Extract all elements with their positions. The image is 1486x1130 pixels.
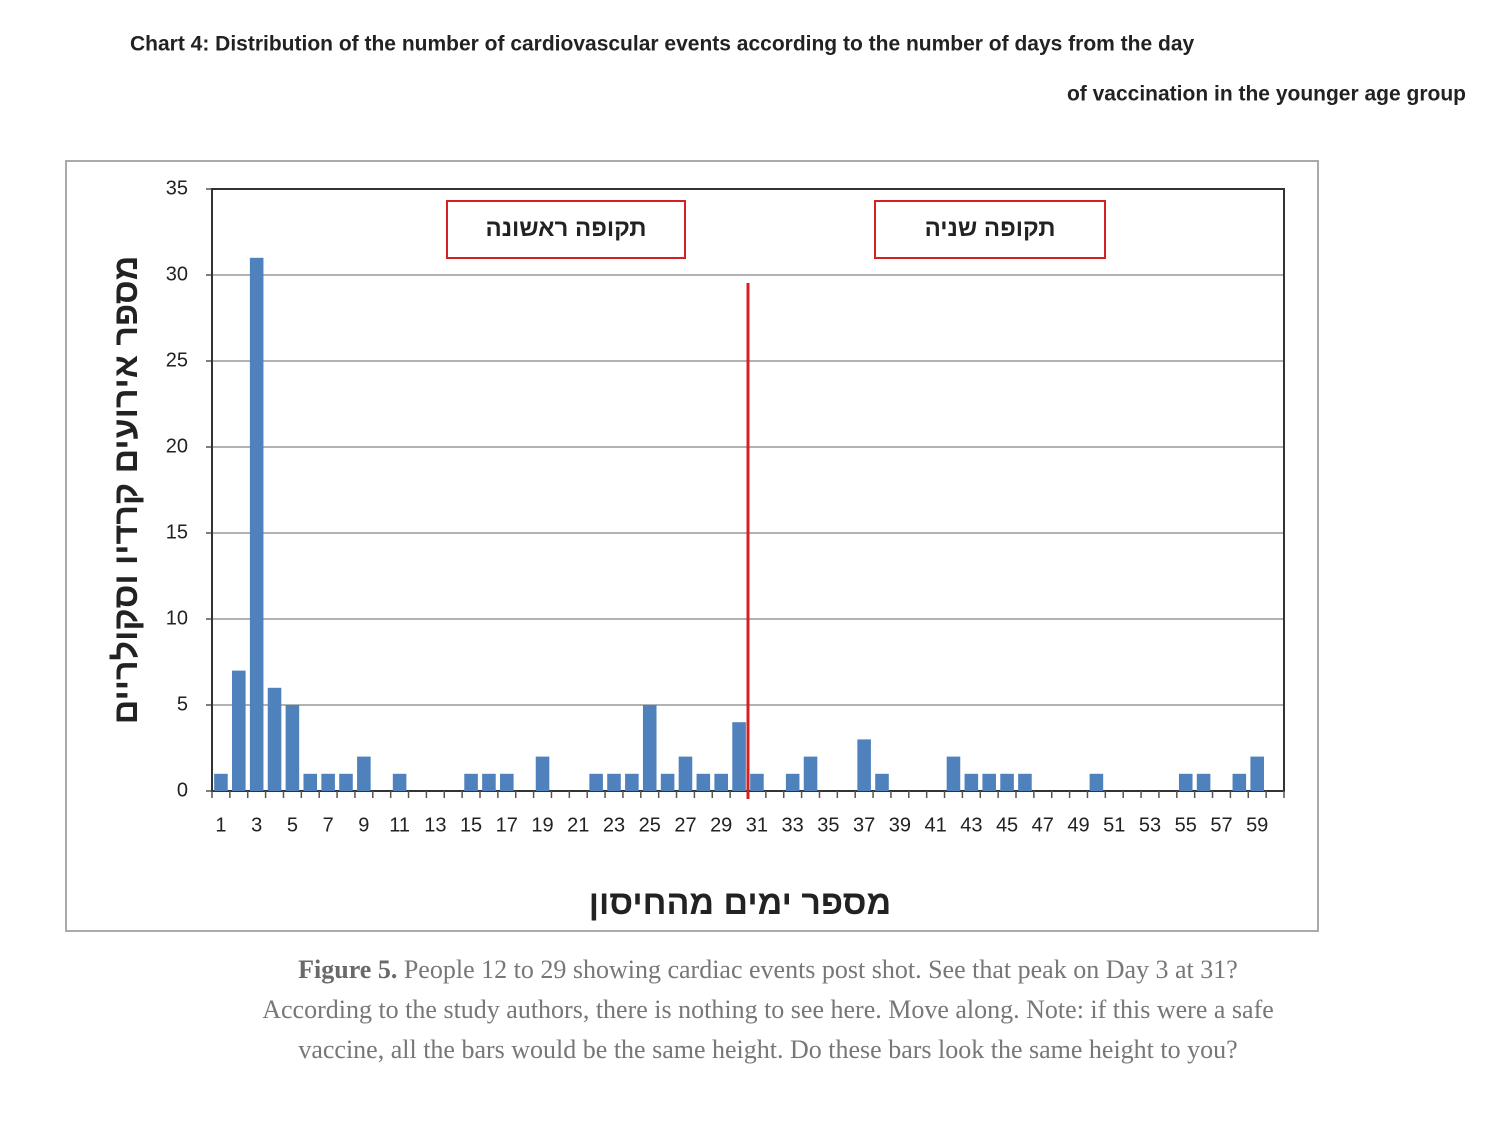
x-tick-label: 57 xyxy=(1210,814,1232,836)
bar xyxy=(714,773,728,791)
bar xyxy=(875,773,889,791)
x-tick-label: 15 xyxy=(460,814,482,836)
x-tick-label: 5 xyxy=(287,814,298,836)
bar xyxy=(1000,773,1014,791)
bar xyxy=(1089,773,1104,791)
x-tick-label: 53 xyxy=(1139,814,1161,836)
x-tick-label: 23 xyxy=(603,814,625,836)
x-tick-label: 31 xyxy=(746,814,768,836)
x-tick-label: 55 xyxy=(1175,814,1197,836)
bar xyxy=(1018,773,1032,791)
bar xyxy=(321,773,335,791)
x-tick-label: 9 xyxy=(358,814,369,836)
caption-label: Figure 5. xyxy=(298,955,398,984)
bar xyxy=(857,739,871,791)
bar xyxy=(339,773,353,791)
bar xyxy=(1232,773,1247,791)
bar xyxy=(232,670,246,791)
caption: Figure 5. People 12 to 29 showing cardia… xyxy=(250,950,1286,1070)
y-tick-label: 15 xyxy=(166,521,188,543)
x-tick-label: 59 xyxy=(1246,814,1268,836)
bar xyxy=(214,773,228,791)
bar xyxy=(1178,773,1193,791)
bar xyxy=(625,773,639,791)
x-tick-label: 11 xyxy=(389,814,410,836)
x-tick-label: 49 xyxy=(1067,814,1089,836)
chart-title: of vaccination in the younger age group xyxy=(1067,83,1466,106)
y-tick-label: 0 xyxy=(177,779,188,801)
x-tick-label: 51 xyxy=(1103,814,1125,836)
annotation: תקופה שניה xyxy=(925,215,1056,242)
bar xyxy=(285,705,300,791)
bar xyxy=(267,687,282,791)
x-tick-label: 3 xyxy=(251,814,262,836)
annotation: תקופה ראשונה xyxy=(485,215,646,242)
y-axis-label: מספר אירועים קרדיו וסקולריים xyxy=(107,256,145,725)
bar xyxy=(803,756,818,791)
bar xyxy=(589,773,603,791)
bar xyxy=(946,756,961,791)
y-tick-label: 35 xyxy=(166,177,188,199)
y-tick-label: 10 xyxy=(166,607,188,629)
bar xyxy=(607,773,621,791)
x-tick-label: 19 xyxy=(531,814,553,836)
bar xyxy=(464,773,478,791)
x-tick-label: 37 xyxy=(853,814,875,836)
x-tick-label: 17 xyxy=(496,814,518,836)
annotation-box xyxy=(874,200,1106,259)
bar xyxy=(642,705,657,791)
x-tick-label: 41 xyxy=(924,814,946,836)
chart: Chart 4: Distribution of the number of c… xyxy=(65,33,1466,932)
bar xyxy=(535,756,550,791)
bar xyxy=(482,773,496,791)
bar xyxy=(303,773,318,791)
x-tick-label: 1 xyxy=(215,814,226,836)
x-tick-label: 13 xyxy=(424,814,446,836)
bar xyxy=(249,257,264,791)
x-tick-label: 29 xyxy=(710,814,732,836)
bar xyxy=(1196,773,1211,791)
y-tick-label: 30 xyxy=(166,263,188,285)
x-tick-label: 7 xyxy=(323,814,334,836)
x-tick-label: 45 xyxy=(996,814,1018,836)
bar xyxy=(732,722,746,791)
x-tick-label: 25 xyxy=(639,814,661,836)
bar xyxy=(750,773,764,791)
x-tick-label: 43 xyxy=(960,814,982,836)
bar xyxy=(392,773,407,791)
bar xyxy=(500,773,514,791)
chart-title: Chart 4: Distribution of the number of c… xyxy=(130,33,1194,56)
bar xyxy=(964,773,979,791)
x-tick-label: 35 xyxy=(817,814,839,836)
annotation-box xyxy=(446,200,686,259)
x-tick-label: 47 xyxy=(1032,814,1054,836)
x-axis-label: מספר ימים מהחיסון xyxy=(589,884,891,922)
bar xyxy=(357,756,371,791)
bar xyxy=(1250,756,1264,791)
bar xyxy=(660,773,675,791)
bar xyxy=(982,773,996,791)
caption-text: People 12 to 29 showing cardiac events p… xyxy=(262,955,1274,1064)
bar xyxy=(785,773,800,791)
y-tick-label: 20 xyxy=(166,435,188,457)
bar xyxy=(678,756,693,791)
x-tick-label: 27 xyxy=(674,814,696,836)
bar xyxy=(696,773,711,791)
chart-frame xyxy=(65,160,1319,932)
y-tick-label: 5 xyxy=(177,693,188,715)
x-tick-label: 33 xyxy=(782,814,804,836)
y-tick-label: 25 xyxy=(166,349,188,371)
x-tick-label: 21 xyxy=(567,814,589,836)
x-tick-label: 39 xyxy=(889,814,911,836)
